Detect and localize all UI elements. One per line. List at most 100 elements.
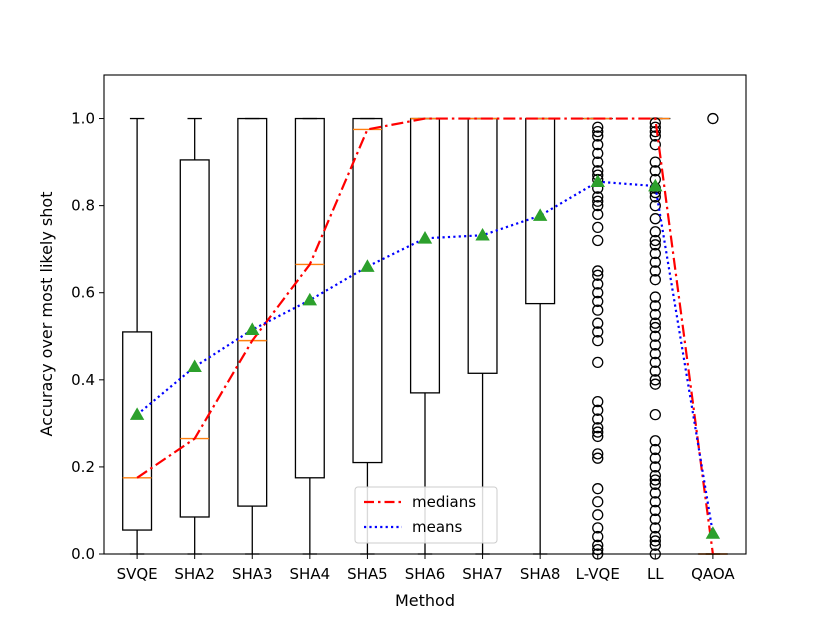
flier-point <box>649 469 661 482</box>
flier-point <box>649 330 661 342</box>
flier-point <box>649 374 661 386</box>
flier-point <box>649 234 661 247</box>
flier-point <box>592 430 604 443</box>
flier-point <box>592 130 604 142</box>
box-rect <box>237 117 268 507</box>
y-tick-label: 0.2 <box>71 458 95 476</box>
flier-point <box>592 356 604 369</box>
flier-point <box>649 378 661 390</box>
flier-point <box>592 304 604 316</box>
flier-point <box>649 165 661 177</box>
y-tick-label: 1.0 <box>71 110 95 128</box>
flier-point <box>649 539 661 551</box>
flier-point <box>649 191 661 203</box>
legend-label-medians: medians <box>412 493 476 511</box>
flier-point <box>649 522 661 534</box>
flier-point <box>592 234 604 247</box>
flier-point <box>649 308 661 321</box>
flier-point <box>592 509 604 521</box>
mean-marker <box>360 259 375 272</box>
flier-point <box>592 208 604 220</box>
mean-marker <box>705 526 721 539</box>
flier-point <box>592 156 604 168</box>
x-axis-label: Method <box>395 591 455 610</box>
flier-point <box>649 530 661 543</box>
flier-point <box>592 326 604 338</box>
x-tick-label: SHA7 <box>462 565 503 583</box>
y-axis-label: Accuracy over most likely shot <box>37 192 56 437</box>
x-tick-label: QAOA <box>691 565 735 583</box>
flier-point <box>592 191 604 203</box>
legend-label-means: means <box>412 518 463 536</box>
flier-point <box>649 487 661 499</box>
flier-point <box>592 125 604 138</box>
medians-line <box>136 117 714 555</box>
flier-point <box>592 448 604 460</box>
flier-point <box>649 478 661 490</box>
legend: medians means <box>354 486 498 544</box>
x-tick-label: SHA6 <box>405 565 446 583</box>
box-rect <box>294 117 325 479</box>
flier-point <box>649 461 661 473</box>
flier-point <box>649 256 661 268</box>
flier-point <box>592 139 604 151</box>
y-tick-label: 0.4 <box>71 371 95 389</box>
flier-point <box>592 334 604 347</box>
mean-marker <box>648 178 663 192</box>
x-tick-label: SHA8 <box>520 565 561 583</box>
flier-point <box>592 422 604 434</box>
flier-point <box>592 426 604 438</box>
flier-point <box>592 278 604 290</box>
flier-point <box>649 474 661 486</box>
flier-point <box>592 269 604 281</box>
flier-point <box>649 139 661 151</box>
flier-point <box>592 539 604 551</box>
flier-point <box>592 496 604 508</box>
line-layer <box>129 117 721 555</box>
flier-point <box>649 365 661 377</box>
x-tick-label: SHA5 <box>347 565 388 583</box>
mean-marker <box>187 359 202 373</box>
box-rect <box>179 159 210 518</box>
flier-point <box>592 483 604 495</box>
flier-point <box>649 496 661 508</box>
flier-point <box>592 121 604 133</box>
box-rect <box>352 117 383 464</box>
flier-point <box>592 287 604 299</box>
flier-point <box>592 195 604 207</box>
x-tick-label: L-VQE <box>576 565 620 583</box>
flier-point <box>649 452 661 464</box>
x-tick-label: SHA3 <box>232 565 273 583</box>
mean-marker <box>245 322 260 336</box>
flier-point <box>649 226 661 238</box>
flier-point <box>649 339 661 351</box>
flier-point <box>592 522 604 534</box>
flier-point <box>649 247 661 260</box>
x-tick-label: SVQE <box>117 565 158 583</box>
y-tick-label: 0.8 <box>71 197 95 215</box>
box-rect <box>122 331 153 531</box>
y-tick-label: 0.0 <box>71 545 95 563</box>
flier-point <box>649 535 661 547</box>
flier-point <box>649 317 661 329</box>
flier-point <box>649 130 661 142</box>
flier-point <box>649 199 661 212</box>
flier-point <box>592 147 604 160</box>
flier-point <box>592 413 604 425</box>
flier-point <box>649 356 661 369</box>
flier-point <box>649 300 661 312</box>
box-SHA2 <box>179 117 210 555</box>
flier-point <box>707 112 719 125</box>
flier-point <box>649 435 661 447</box>
flier-point <box>649 504 661 517</box>
flier-point <box>649 443 661 456</box>
axis-layer: 0.0 0.2 0.4 0.6 0.8 1.0 SVQE SHA2 SHA3 SHA4 SHA5 SH… <box>71 74 747 583</box>
flier-point <box>649 321 661 334</box>
mean-marker <box>417 230 433 244</box>
mean-marker <box>129 407 145 420</box>
flier-point <box>592 295 604 308</box>
flier-point <box>649 156 661 168</box>
flier-point <box>592 404 604 416</box>
mean-marker <box>590 174 605 187</box>
